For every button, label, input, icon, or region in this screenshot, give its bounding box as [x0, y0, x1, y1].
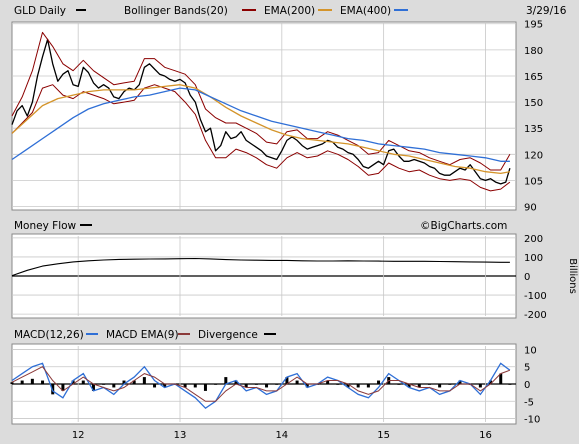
divergence-bar [41, 380, 45, 384]
divergence-bar [112, 384, 116, 388]
divergence-bar [10, 382, 14, 384]
divergence-bar [153, 384, 157, 388]
macd-ytick-label: 5 [524, 363, 530, 374]
price-series-line-2 [11, 84, 511, 192]
divergence-bar [193, 384, 197, 388]
divergence-bar [265, 384, 269, 388]
divergence-bar [417, 384, 421, 388]
divergence-bar [132, 380, 136, 384]
divergence-bar [377, 380, 381, 384]
price-ytick-label: 165 [524, 72, 543, 83]
divergence-bar [427, 384, 431, 385]
divergence-bar [397, 384, 401, 385]
money-flow-ytick-label: -100 [524, 291, 547, 302]
bollinger-legend-label: Bollinger Bands(20) [124, 5, 228, 17]
divergence-bar [326, 380, 330, 384]
price-series-line-4 [11, 87, 510, 162]
divergence-bar [254, 384, 258, 385]
macd-ytick-label: 10 [524, 345, 537, 356]
divergence-bar [30, 378, 34, 384]
divergence-bar [91, 384, 95, 391]
divergence-bar [142, 377, 146, 384]
divergence-bar [478, 384, 482, 388]
money-flow-units: Billions [567, 258, 578, 294]
divergence-bar [285, 377, 289, 384]
divergence-bar [102, 384, 106, 385]
price-series-line-3 [11, 84, 511, 175]
macd-legend-label: MACD(12,26) [14, 329, 84, 341]
divergence-bar [295, 380, 299, 384]
price-ytick-label: 150 [524, 98, 543, 109]
divergence-bar [71, 380, 75, 384]
divergence-bar [122, 380, 126, 384]
divergence-bar [234, 380, 238, 384]
money-flow-ytick-label: 200 [524, 234, 543, 245]
divergence-bar [458, 380, 462, 384]
divergence-bar [407, 384, 411, 388]
money-flow-series-line-0 [11, 257, 510, 277]
divergence-bar [244, 384, 248, 388]
money-flow-ytick-label: -200 [524, 310, 547, 321]
ema400-legend-label: EMA(400) [340, 5, 391, 17]
macd-series-line-0 [11, 362, 511, 410]
divergence-bar [305, 384, 309, 388]
price-ytick-label: 195 [524, 20, 543, 31]
divergence-bar [489, 380, 493, 384]
divergence-bar [183, 384, 187, 388]
ema200-legend-label: EMA(200) [264, 5, 315, 17]
divergence-legend-label: Divergence [198, 329, 258, 341]
price-series-line-0 [11, 38, 511, 185]
divergence-bar [346, 384, 350, 388]
divergence-bar [438, 384, 442, 388]
macd-ema-legend-label: MACD EMA(9) [106, 329, 179, 341]
x-tick-label: 12 [72, 430, 85, 441]
macd-ytick-label: -5 [524, 397, 534, 408]
price-ytick-label: 105 [524, 176, 543, 187]
price-ytick-label: 90 [524, 203, 537, 214]
money-flow-header-bar [12, 218, 516, 232]
divergence-bar [163, 384, 167, 388]
divergence-bar [224, 377, 228, 384]
money-flow-ytick-label: 100 [524, 253, 543, 264]
price-panel [11, 21, 517, 211]
macd-ytick-label: -10 [524, 415, 540, 426]
divergence-bar [203, 384, 207, 391]
divergence-bar [356, 384, 360, 388]
price-ytick-label: 135 [524, 124, 543, 135]
price-series-line-1 [11, 31, 511, 171]
watermark: ©BigCharts.com [420, 220, 507, 232]
x-tick-label: 15 [377, 430, 390, 441]
price-ytick-label: 120 [524, 150, 543, 161]
chart-date: 3/29/16 [526, 5, 567, 17]
divergence-bar [61, 384, 65, 391]
divergence-bar [336, 384, 340, 385]
divergence-bar [499, 373, 503, 384]
divergence-bar [214, 384, 218, 385]
money-flow-title: Money Flow [14, 220, 77, 232]
divergence-bar [508, 384, 512, 385]
macd-ytick-label: 0 [524, 380, 530, 391]
x-tick-label: 16 [479, 430, 492, 441]
divergence-bar [20, 380, 24, 384]
divergence-bar [275, 384, 279, 385]
x-tick-label: 14 [275, 430, 288, 441]
x-tick-label: 13 [174, 430, 187, 441]
divergence-bar [366, 384, 370, 388]
divergence-bar [81, 380, 85, 384]
price-panel-title: GLD Daily [14, 5, 66, 17]
divergence-bar [448, 384, 452, 385]
price-ytick-label: 180 [524, 46, 543, 57]
macd-series-line-1 [11, 366, 511, 402]
money-flow-ytick-label: 0 [524, 272, 530, 283]
